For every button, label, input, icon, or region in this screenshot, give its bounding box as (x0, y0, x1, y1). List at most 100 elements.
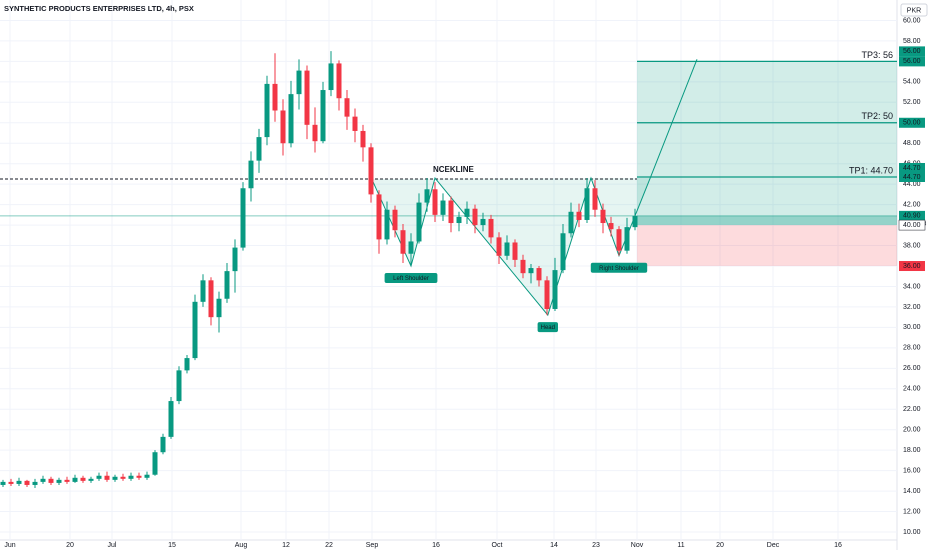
candle-body (304, 70, 310, 125)
candle-body (88, 478, 94, 481)
candle-body (24, 480, 30, 485)
candle-body (312, 124, 318, 142)
y-tick-label: 26.00 (903, 365, 921, 372)
candle-body (48, 478, 54, 483)
candle-body (376, 194, 382, 240)
candle-body (632, 215, 638, 228)
y-tick-label: 48.00 (903, 140, 921, 147)
candle-body (464, 208, 470, 217)
y-tick-label: 30.00 (903, 324, 921, 331)
candle-body (584, 188, 590, 220)
candle-body (360, 130, 366, 148)
candle-body (200, 280, 206, 302)
candle-body (288, 94, 294, 144)
target-label: TP1: 44.70 (849, 165, 893, 175)
y-tick-label: 32.00 (903, 304, 921, 311)
pattern-label-box (384, 273, 438, 284)
candle-body (488, 218, 494, 238)
candle-body (232, 247, 238, 272)
candle-body (64, 479, 70, 482)
candle-body (176, 370, 182, 402)
pattern-label-box (590, 262, 648, 273)
price-tag (899, 117, 925, 128)
price-tag (899, 56, 925, 67)
candle-body (456, 216, 462, 224)
candle-body (80, 477, 86, 481)
x-tick-label: Oct (492, 542, 503, 549)
candle-body (472, 208, 478, 226)
y-tick-label: 60.00 (903, 17, 921, 24)
candle-body (552, 270, 558, 309)
candle-body (72, 477, 78, 482)
y-tick-label: 34.00 (903, 283, 921, 290)
candle-body (560, 233, 566, 271)
price-tag (899, 162, 925, 173)
candle-body (528, 268, 534, 274)
candle-body (568, 211, 574, 234)
price-tag-label: 56.00 (903, 58, 921, 65)
candle-body (448, 200, 454, 224)
y-tick-label: 54.00 (903, 79, 921, 86)
candle-body (344, 98, 350, 117)
y-tick-label: 42.00 (903, 201, 921, 208)
candle-body (352, 116, 358, 131)
candle-body (272, 83, 278, 111)
candle-body (504, 242, 510, 256)
x-tick-label: 11 (677, 542, 684, 549)
candle-body (120, 476, 126, 479)
x-tick-label: Jun (4, 542, 15, 549)
candle-body (408, 241, 414, 254)
candle-body (392, 209, 398, 231)
stop-zone (637, 225, 897, 267)
pattern-label: Head (541, 325, 555, 331)
candle-body (600, 209, 606, 224)
candle-body (616, 229, 622, 251)
target-zone (637, 61, 897, 226)
x-tick-label: 23 (592, 542, 600, 549)
pattern-label: Left Shoulder (393, 276, 429, 282)
candle-body (216, 298, 222, 318)
candle-body (440, 200, 446, 215)
candle-body (128, 475, 134, 479)
candle-body (208, 280, 214, 318)
y-tick-label: 24.00 (903, 386, 921, 393)
x-tick-label: 16 (834, 542, 842, 549)
candle-body (248, 160, 254, 189)
candle-body (96, 475, 102, 479)
candle-body (256, 137, 262, 161)
currency: PKR (907, 7, 921, 14)
candle-body (328, 63, 334, 91)
candle-body (536, 268, 542, 281)
price-tag-label: 44.70 (903, 174, 921, 181)
pattern-line (371, 59, 698, 317)
y-tick-label: 20.00 (903, 427, 921, 434)
candle-body (264, 83, 270, 138)
x-tick-label: 15 (168, 542, 176, 549)
candle-body (496, 237, 502, 256)
candle-body (424, 189, 430, 203)
candle-body (368, 147, 374, 195)
candle-body (168, 401, 174, 437)
candle-body (8, 481, 14, 484)
candle-body (384, 209, 390, 240)
x-tick-label: 20 (716, 542, 724, 549)
y-tick-label: 18.00 (903, 447, 921, 454)
target-label: TP2: 50 (861, 111, 893, 121)
candle-body (608, 223, 614, 230)
currency-box[interactable] (900, 3, 928, 17)
y-tick-label: 44.00 (903, 181, 921, 188)
y-tick-label: 38.00 (903, 242, 921, 249)
x-tick-label: 12 (282, 542, 290, 549)
candle-body (480, 218, 486, 226)
candle-body (576, 211, 582, 220)
y-tick-label: 28.00 (903, 345, 921, 352)
candle-body (160, 436, 166, 453)
price-tag (899, 261, 925, 272)
y-tick-label: 22.00 (903, 406, 921, 413)
price-tag-label: 50.00 (903, 120, 921, 127)
candle-body (296, 70, 302, 95)
candle-body (224, 271, 230, 299)
candle-body (40, 478, 46, 482)
candle-body (32, 481, 38, 485)
